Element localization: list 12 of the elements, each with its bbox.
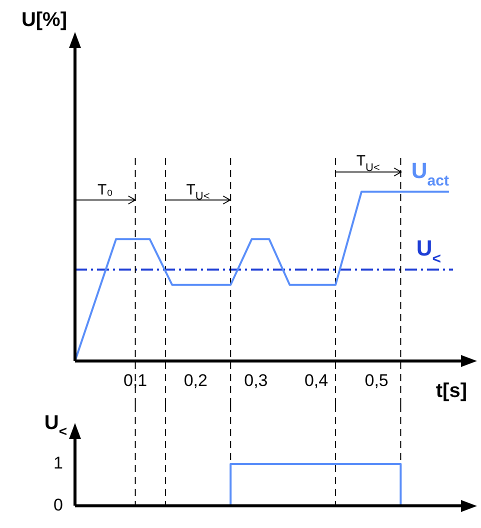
x-tick-label: 0,5 xyxy=(364,370,388,390)
y-axis-title: U[%] xyxy=(21,9,67,31)
y-tick-label: 0 xyxy=(54,495,63,514)
y-tick-label: 1 xyxy=(54,454,63,473)
x-tick-label: 0,1 xyxy=(123,370,148,390)
x-tick-label: 0,3 xyxy=(244,370,268,390)
x-tick-label: 0,4 xyxy=(304,370,328,390)
ref-line-label: U< xyxy=(416,236,442,268)
annotation: T₀ xyxy=(97,181,113,198)
x-axis-title: t[s] xyxy=(436,380,468,402)
y-axis-title: U< xyxy=(44,412,68,439)
x-tick-label: 0,2 xyxy=(184,370,208,390)
